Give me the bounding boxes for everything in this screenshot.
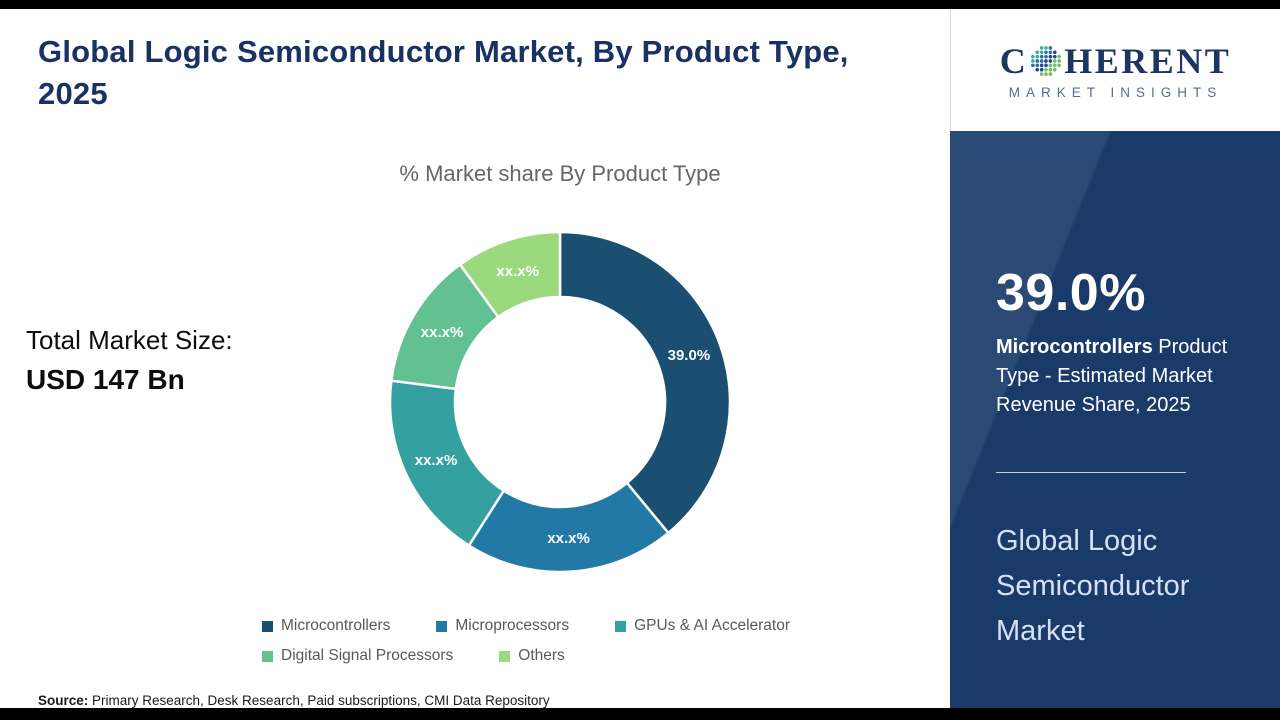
highlight-value: 39.0% [996, 264, 1146, 322]
legend-item: GPUs & AI Accelerator [615, 617, 790, 635]
legend-item: Microcontrollers [262, 617, 390, 635]
legend-item: Digital Signal Processors [262, 647, 453, 665]
legend-swatch-icon [436, 620, 448, 632]
highlight-panel: 39.0% Microcontrollers Product Type - Es… [950, 131, 1280, 654]
legend-swatch-icon [262, 620, 273, 632]
highlight-description-rest: Product Type - Estimated Market Revenue … [996, 336, 1228, 416]
slice-label: xx.x% [421, 324, 464, 341]
slice-label: 39.0% [668, 347, 711, 364]
legend-label: Microprocessors [455, 617, 570, 634]
slice-label: xx.x% [496, 263, 539, 280]
source-label: Source: [38, 693, 89, 708]
page-title: Global Logic Semiconductor Market, By Pr… [38, 34, 849, 111]
donut-slice [458, 230, 562, 319]
right-sidebar-panel: C HERENT MARKET INSIGHTS 39.0% Microcont… [950, 9, 1280, 708]
legend-swatch-icon [262, 650, 273, 662]
source-line: Source: Primary Research, Desk Research,… [38, 693, 550, 708]
total-market-size-value: USD 147 Bn [26, 364, 185, 395]
legend-swatch-icon [499, 650, 511, 662]
slice-label: xx.x% [547, 530, 590, 547]
source-text: Primary Research, Desk Research, Paid su… [88, 693, 550, 708]
brand-subtitle: MARKET INSIGHTS [1008, 85, 1223, 100]
panel-market-name: Global Logic Semiconductor Market [996, 525, 1190, 647]
donut-chart: 39.0% xx.x% xx.x% xx.x% xx.x% [388, 230, 732, 574]
chart-title: % Market share By Product Type [399, 161, 721, 186]
legend-item: Others [499, 647, 565, 665]
top-black-bar [0, 0, 1280, 9]
bottom-black-bar [0, 708, 1280, 720]
legend-swatch-icon [615, 620, 627, 632]
highlight-description: Microcontrollers Product Type - Estimate… [996, 333, 1241, 420]
coherent-globe-icon [1031, 46, 1062, 76]
main-content-area: Global Logic Semiconductor Market, By Pr… [0, 9, 950, 708]
donut-chart-container: 39.0% xx.x% xx.x% xx.x% xx.x% [380, 222, 740, 582]
legend-label: Digital Signal Processors [281, 647, 454, 664]
legend-label: Microcontrollers [281, 617, 391, 634]
chart-legend: Microcontrollers Microprocessors GPUs & AI… [262, 617, 910, 665]
brand-prefix: C [999, 41, 1029, 81]
legend-label: GPUs & AI Accelerator [634, 617, 791, 634]
highlight-description-bold: Microcontrollers [996, 336, 1153, 358]
legend-label: Others [518, 647, 565, 664]
coherent-logo: C HERENT MARKET INSIGHTS [950, 9, 1280, 131]
brand-suffix: HERENT [1064, 41, 1232, 81]
legend-item: Microprocessors [436, 617, 569, 635]
donut-slice [558, 230, 732, 535]
coherent-brand-row: C HERENT [1000, 40, 1232, 82]
panel-divider [996, 472, 1186, 473]
slice-label: xx.x% [415, 452, 458, 469]
total-market-size-label: Total Market Size: [26, 325, 233, 355]
total-market-size-block: Total Market Size: USD 147 Bn [26, 325, 233, 396]
